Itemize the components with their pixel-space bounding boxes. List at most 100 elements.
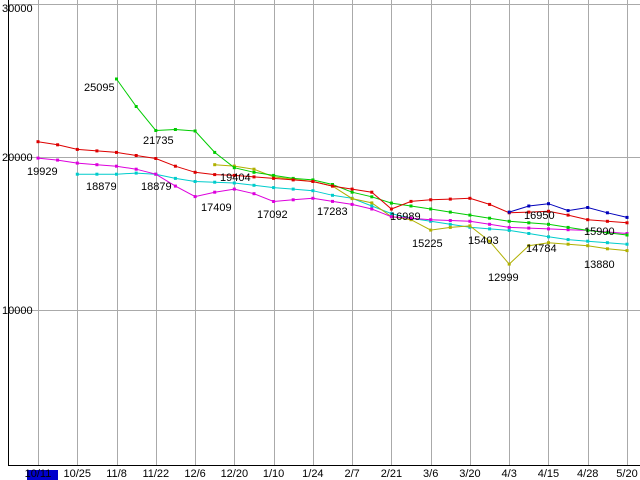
data-point-marker xyxy=(331,199,334,203)
data-point-marker xyxy=(350,202,354,206)
data-point-marker xyxy=(56,143,60,147)
data-point-marker xyxy=(527,204,531,208)
data-point-marker xyxy=(547,235,550,239)
data-point-marker xyxy=(213,163,217,167)
data-point-marker xyxy=(75,147,79,151)
data-point-marker xyxy=(193,129,197,133)
data-point-marker xyxy=(193,195,197,199)
series-red xyxy=(36,140,629,225)
x-axis-tick-label: 2/21 xyxy=(381,468,402,480)
data-point-marker xyxy=(507,219,511,223)
data-point-marker xyxy=(488,227,492,231)
data-point-marker xyxy=(311,180,315,183)
data-point-marker xyxy=(56,158,60,162)
data-point-marker xyxy=(232,181,236,185)
data-point-marker xyxy=(625,249,629,253)
data-point-marker xyxy=(36,156,40,160)
data-point-label: 14784 xyxy=(526,243,557,255)
data-point-marker xyxy=(115,150,118,154)
data-point-marker xyxy=(605,231,609,235)
data-point-marker xyxy=(488,239,492,243)
x-axis-tick-label: 11/8 xyxy=(106,468,127,480)
data-point-marker xyxy=(566,242,570,246)
data-point-marker xyxy=(448,222,452,226)
data-point-marker xyxy=(527,226,531,230)
data-point-marker xyxy=(429,219,433,223)
x-axis-tick-label: 10/25 xyxy=(64,468,92,480)
data-point-marker xyxy=(95,149,99,153)
data-point-marker xyxy=(409,204,413,208)
series-blue xyxy=(507,202,629,219)
x-axis-tick-label: 3/6 xyxy=(423,468,438,480)
gridlines xyxy=(8,0,640,465)
data-point-marker xyxy=(389,215,393,219)
x-axis-tick-label: 11/22 xyxy=(142,468,169,480)
data-point-marker xyxy=(488,202,492,206)
data-point-label: 19404 xyxy=(220,172,251,184)
x-axis-tick-label: 1/10 xyxy=(263,468,284,480)
data-point-marker xyxy=(566,238,570,242)
data-point-label: 17283 xyxy=(317,206,348,218)
data-point-marker xyxy=(409,216,413,220)
data-point-marker xyxy=(429,198,433,202)
data-point-marker xyxy=(507,210,511,214)
data-point-marker xyxy=(488,222,492,226)
data-point-marker xyxy=(625,242,629,246)
x-axis-tick-label: 2/7 xyxy=(344,468,359,480)
data-point-label: 17409 xyxy=(201,202,232,214)
data-point-marker xyxy=(566,225,570,229)
data-point-marker xyxy=(154,129,158,132)
data-point-marker xyxy=(527,221,531,225)
data-point-marker xyxy=(507,228,511,232)
data-point-marker xyxy=(448,197,452,201)
data-point-marker xyxy=(605,219,609,223)
data-point-marker xyxy=(429,207,433,211)
selection-highlight xyxy=(27,470,58,480)
data-point-marker xyxy=(448,210,452,214)
data-point-marker xyxy=(213,180,217,184)
data-point-marker xyxy=(605,211,609,215)
data-point-marker xyxy=(370,201,374,205)
data-point-marker xyxy=(468,224,472,228)
x-axis-tick-label: 5/20 xyxy=(616,468,637,480)
data-point-marker xyxy=(311,178,315,182)
data-point-label: 18879 xyxy=(141,181,172,193)
data-point-marker xyxy=(252,192,256,196)
data-point-marker xyxy=(350,197,354,201)
data-point-label: 19929 xyxy=(27,166,58,178)
data-point-marker xyxy=(625,221,629,225)
data-point-marker xyxy=(547,209,550,213)
data-point-marker xyxy=(154,157,158,160)
data-point-marker xyxy=(193,170,197,174)
data-point-marker xyxy=(488,216,492,220)
data-point-marker xyxy=(389,207,393,211)
data-point-marker xyxy=(154,172,158,176)
data-point-marker xyxy=(331,184,334,188)
y-axis-tick-label: 10000 xyxy=(2,305,33,317)
data-point-marker xyxy=(331,193,334,197)
data-point-marker xyxy=(311,196,315,200)
data-point-marker xyxy=(605,247,609,251)
data-point-marker xyxy=(272,173,276,177)
data-point-marker xyxy=(586,218,590,222)
data-point-marker xyxy=(95,172,99,176)
data-point-marker xyxy=(213,173,217,177)
data-point-marker xyxy=(232,173,236,177)
data-point-marker xyxy=(252,175,256,179)
y-axis-labels: 10000 20000 30000 xyxy=(2,3,33,317)
data-point-marker xyxy=(291,178,295,182)
data-point-marker xyxy=(173,184,177,188)
data-point-marker xyxy=(272,176,276,180)
x-axis-tick-label: 3/20 xyxy=(459,468,480,480)
data-point-marker xyxy=(566,213,570,217)
data-point-marker xyxy=(370,195,374,199)
data-point-marker xyxy=(547,227,550,231)
data-point-label: 12999 xyxy=(488,272,519,284)
data-point-marker xyxy=(173,164,177,168)
data-point-marker xyxy=(429,218,433,222)
data-point-marker xyxy=(311,189,315,193)
y-axis-tick-label: 30000 xyxy=(2,3,33,15)
data-point-marker xyxy=(331,183,334,186)
data-point-marker xyxy=(134,105,138,108)
data-point-marker xyxy=(370,190,374,194)
